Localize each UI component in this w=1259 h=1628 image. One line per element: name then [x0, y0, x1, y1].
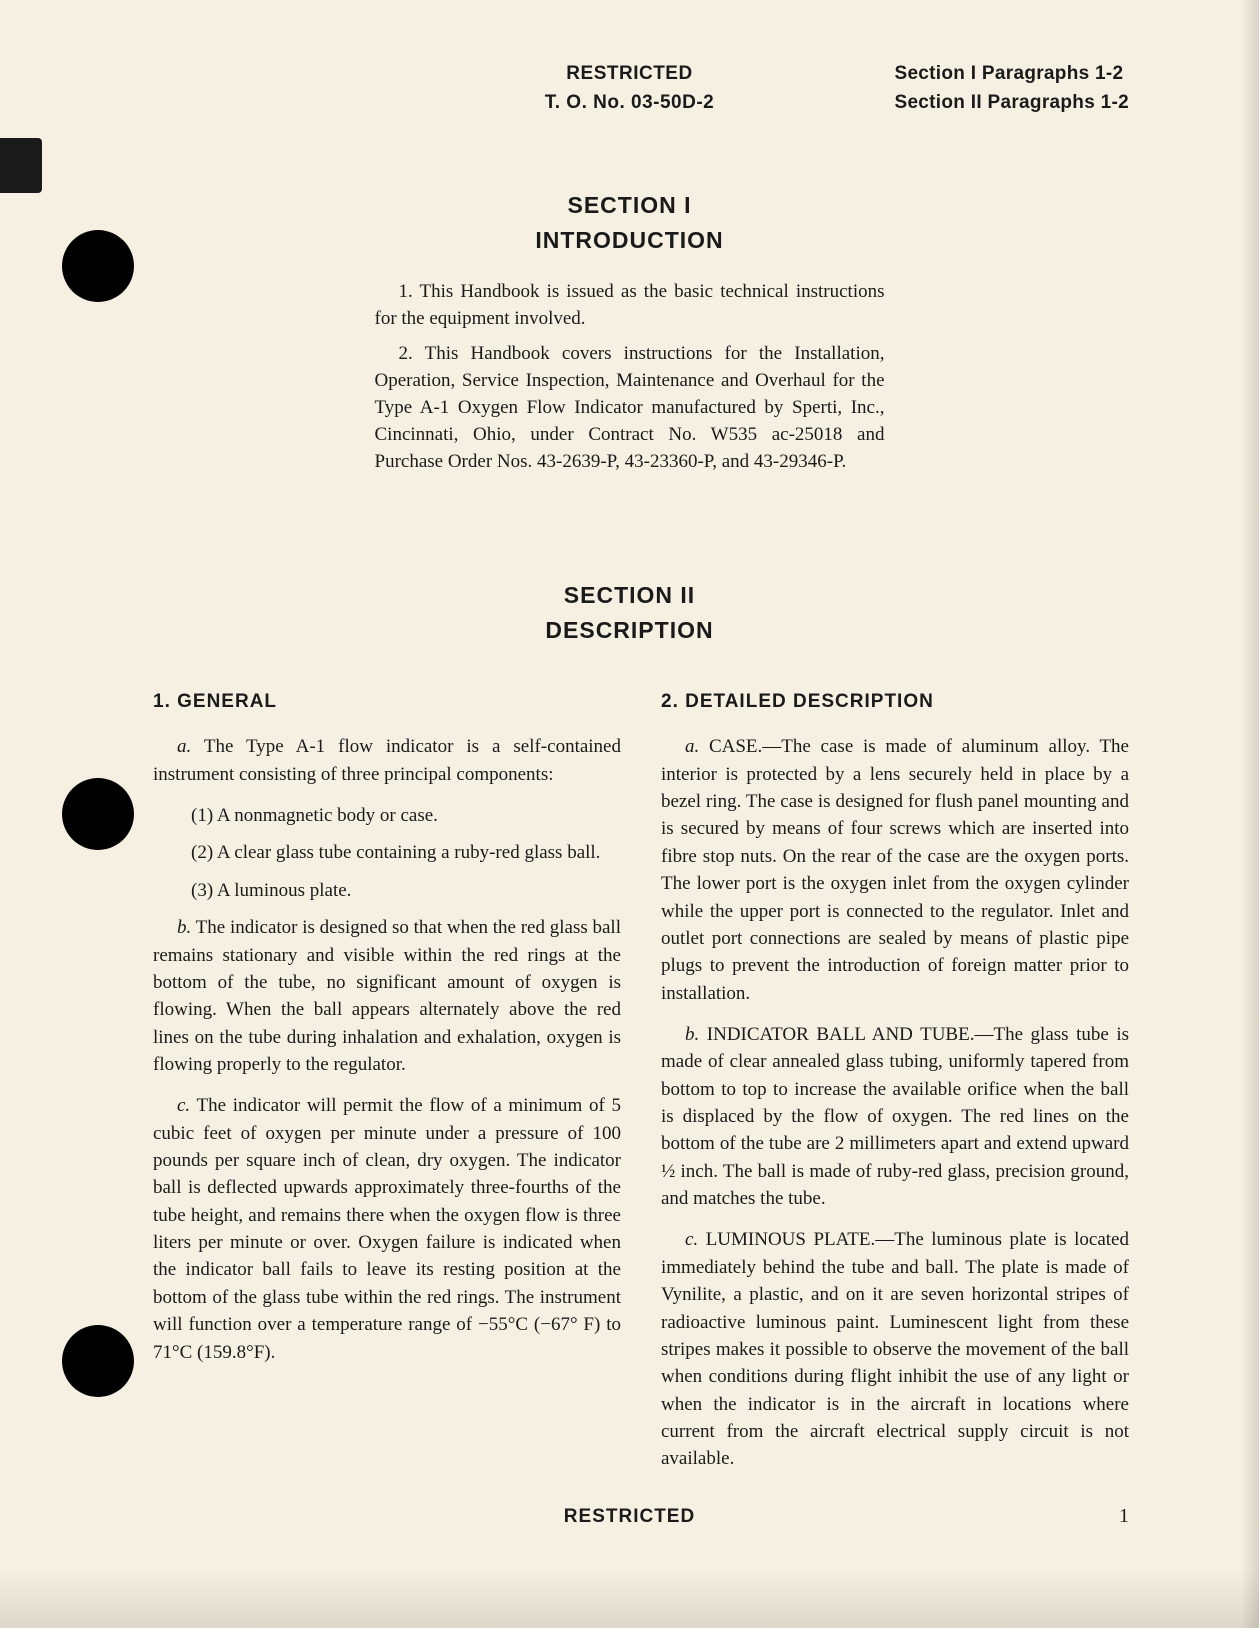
right-para-c: c. LUMINOUS PLATE.—The luminous plate is… [661, 1226, 1129, 1472]
para-label: LUMINOUS PLATE. [698, 1229, 875, 1250]
left-item-3: (3) A luminous plate. [153, 877, 621, 904]
header-right-line1: Section I Paragraphs 1-2 [894, 60, 1129, 89]
section-1-para-2: 2. This Handbook covers instructions for… [375, 341, 885, 476]
para-letter: a. [177, 736, 191, 757]
punch-hole [62, 778, 134, 850]
page-edge-shadow [1241, 0, 1259, 1628]
left-item-2: (2) A clear glass tube containing a ruby… [153, 839, 621, 866]
left-para-c: c. The indicator will permit the flow of… [153, 1092, 621, 1366]
right-column: 2. DETAILED DESCRIPTION a. CASE.—The cas… [661, 688, 1129, 1487]
para-letter: c. [177, 1095, 190, 1116]
footer-restricted: RESTRICTED [0, 1506, 1259, 1528]
section-2-heading-block: SECTION II DESCRIPTION [0, 578, 1259, 647]
section-2-heading-line1: SECTION II [0, 578, 1259, 613]
para-letter: a. [685, 736, 699, 757]
section-1-para-1: 1. This Handbook is issued as the basic … [375, 279, 885, 333]
page-edge-shadow [0, 1568, 1259, 1628]
left-para-b: b. The indicator is designed so that whe… [153, 914, 621, 1078]
right-para-a: a. CASE.—The case is made of aluminum al… [661, 733, 1129, 1007]
binder-clip-shadow [0, 138, 42, 193]
document-page: RESTRICTED T. O. No. 03-50D-2 Section I … [0, 0, 1259, 1628]
section-1-heading: SECTION I INTRODUCTION [0, 188, 1259, 257]
section-1-body: 1. This Handbook is issued as the basic … [375, 279, 885, 476]
section-1-heading-line1: SECTION I [0, 188, 1259, 223]
two-column-body: 1. GENERAL a. The Type A-1 flow indicato… [153, 688, 1129, 1487]
section-1-heading-line2: INTRODUCTION [0, 223, 1259, 258]
left-para-a: a. The Type A-1 flow indicator is a self… [153, 733, 621, 788]
para-text: —The case is made of aluminum alloy. The… [661, 736, 1129, 1003]
para-label: INDICATOR BALL AND TUBE. [699, 1024, 974, 1045]
footer-page-number: 1 [1119, 1505, 1129, 1528]
para-text: The indicator will permit the flow of a … [153, 1095, 621, 1362]
para-text: —The glass tube is made of clear anneale… [661, 1024, 1129, 1209]
right-para-b: b. INDICATOR BALL AND TUBE.—The glass tu… [661, 1021, 1129, 1213]
header-right-line2: Section II Paragraphs 1-2 [894, 89, 1129, 118]
para-letter: b. [177, 917, 191, 938]
left-column: 1. GENERAL a. The Type A-1 flow indicato… [153, 688, 621, 1487]
section-2-heading: SECTION II DESCRIPTION [0, 578, 1259, 647]
left-item-1: (1) A nonmagnetic body or case. [153, 802, 621, 829]
section-2-heading-line2: DESCRIPTION [0, 613, 1259, 648]
para-text: The indicator is designed so that when t… [153, 917, 621, 1075]
para-text: —The luminous plate is located immediate… [661, 1229, 1129, 1469]
section-1: SECTION I INTRODUCTION 1. This Handbook … [0, 188, 1259, 484]
punch-hole [62, 1325, 134, 1397]
right-subhead: 2. DETAILED DESCRIPTION [661, 688, 1129, 715]
para-label: CASE. [699, 736, 762, 757]
para-text: The Type A-1 flow indicator is a self-co… [153, 736, 621, 784]
para-letter: c. [685, 1229, 698, 1250]
header-right: Section I Paragraphs 1-2 Section II Para… [894, 60, 1129, 117]
left-subhead: 1. GENERAL [153, 688, 621, 715]
para-letter: b. [685, 1024, 699, 1045]
